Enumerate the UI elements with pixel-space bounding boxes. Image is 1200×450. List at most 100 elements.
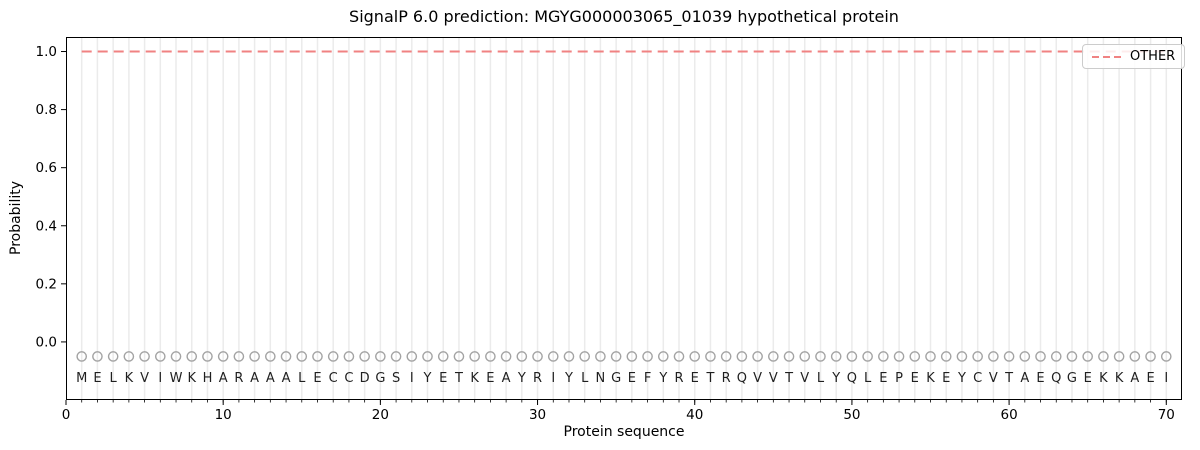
residue-letter: E	[691, 371, 699, 386]
x-tick-label: 20	[372, 407, 389, 423]
residue-letter: C	[344, 371, 353, 386]
residue-marker	[1066, 351, 1078, 362]
residue-letter: E	[1084, 371, 1092, 386]
residue-marker	[1050, 351, 1062, 362]
residue-letter: E	[486, 371, 494, 386]
residue-letter: E	[313, 371, 321, 386]
residue-marker	[768, 351, 779, 362]
residue-letter: K	[187, 371, 196, 386]
residue-marker	[233, 351, 245, 362]
residue-letter: K	[926, 371, 935, 386]
residue-marker	[689, 351, 701, 362]
residue-marker	[76, 351, 88, 362]
x-tick-label: 60	[1001, 407, 1018, 423]
residue-letter: L	[864, 371, 872, 386]
residue-marker	[720, 351, 732, 362]
y-tick-label: 0.4	[36, 218, 57, 234]
residue-marker	[186, 351, 198, 362]
residue-letter: R	[674, 371, 683, 386]
residue-marker	[799, 351, 811, 362]
residue-letter: Y	[831, 371, 840, 386]
plot-border	[66, 37, 1182, 400]
residue-letter: L	[298, 371, 306, 386]
residue-marker	[202, 351, 213, 362]
residue-marker	[972, 351, 983, 362]
residue-letter: E	[911, 371, 919, 386]
residue-letter: T	[784, 371, 793, 386]
residue-letter: M	[76, 371, 87, 386]
residue-letter: W	[170, 371, 183, 386]
residue-marker	[217, 351, 229, 362]
residue-letter: V	[800, 371, 809, 386]
residue-letter: V	[753, 371, 762, 386]
chart-title: SignalP 6.0 prediction: MGYG000003065_01…	[349, 7, 899, 26]
residue-marker	[485, 351, 496, 362]
residue-letter: R	[234, 371, 243, 386]
residue-marker	[657, 351, 669, 362]
x-tick-label: 10	[215, 407, 232, 423]
residue-letter: E	[1146, 371, 1154, 386]
y-tick-label: 0.8	[36, 102, 57, 118]
residue-marker	[1098, 351, 1109, 362]
residue-marker	[610, 351, 622, 362]
residue-marker	[312, 351, 323, 362]
residue-letter: L	[581, 371, 589, 386]
residue-marker	[107, 351, 119, 362]
residue-marker	[815, 351, 826, 362]
residue-letter: A	[1020, 371, 1029, 386]
residue-letter: E	[439, 371, 447, 386]
residue-letter: V	[989, 371, 998, 386]
residue-marker	[155, 351, 166, 362]
residue-marker	[249, 351, 260, 362]
residue-marker	[1129, 351, 1141, 362]
legend-label: OTHER	[1130, 49, 1176, 64]
residue-marker	[752, 351, 763, 362]
residue-letter: K	[1099, 371, 1108, 386]
residue-marker	[673, 351, 685, 362]
x-tick-label: 50	[843, 407, 860, 423]
residue-letter: A	[250, 371, 259, 386]
residue-marker	[925, 351, 936, 362]
residue-marker	[296, 351, 308, 362]
residue-marker	[642, 351, 653, 362]
residue-marker	[265, 351, 276, 362]
residue-marker	[500, 351, 512, 362]
residue-marker	[988, 351, 999, 362]
residue-letter: E	[942, 371, 950, 386]
residue-letter: P	[895, 371, 903, 386]
residue-marker	[846, 351, 858, 362]
residue-marker	[343, 351, 355, 362]
residue-marker	[626, 351, 638, 362]
residue-letter: D	[360, 371, 370, 386]
residue-marker	[437, 351, 449, 362]
residue-letter: Y	[423, 371, 432, 386]
residue-marker	[1003, 351, 1015, 362]
residue-marker	[1160, 351, 1172, 362]
residue-letter: Q	[847, 371, 857, 386]
residue-marker	[139, 351, 150, 362]
residue-letter: T	[454, 371, 463, 386]
legend-line-sample	[1092, 55, 1122, 58]
residue-marker	[1035, 351, 1046, 362]
x-axis-label: Protein sequence	[563, 424, 685, 440]
residue-letter: R	[533, 371, 542, 386]
residue-marker	[170, 351, 182, 362]
y-tick-label: 0.0	[36, 334, 57, 350]
residue-marker	[390, 351, 402, 362]
residue-letter: G	[375, 371, 385, 386]
residue-letter: C	[973, 371, 982, 386]
residue-marker	[1019, 351, 1031, 362]
residue-letter: T	[1004, 371, 1013, 386]
residue-letter: R	[722, 371, 731, 386]
residue-marker	[1113, 351, 1125, 362]
residue-marker	[453, 351, 465, 362]
residue-marker	[783, 351, 795, 362]
residue-letter: K	[470, 371, 479, 386]
residue-letter: K	[125, 371, 134, 386]
y-tick-label: 0.6	[36, 160, 57, 176]
residue-marker	[878, 351, 889, 362]
residue-letter: Y	[517, 371, 526, 386]
residue-letter: S	[392, 371, 400, 386]
residue-marker	[547, 351, 559, 362]
